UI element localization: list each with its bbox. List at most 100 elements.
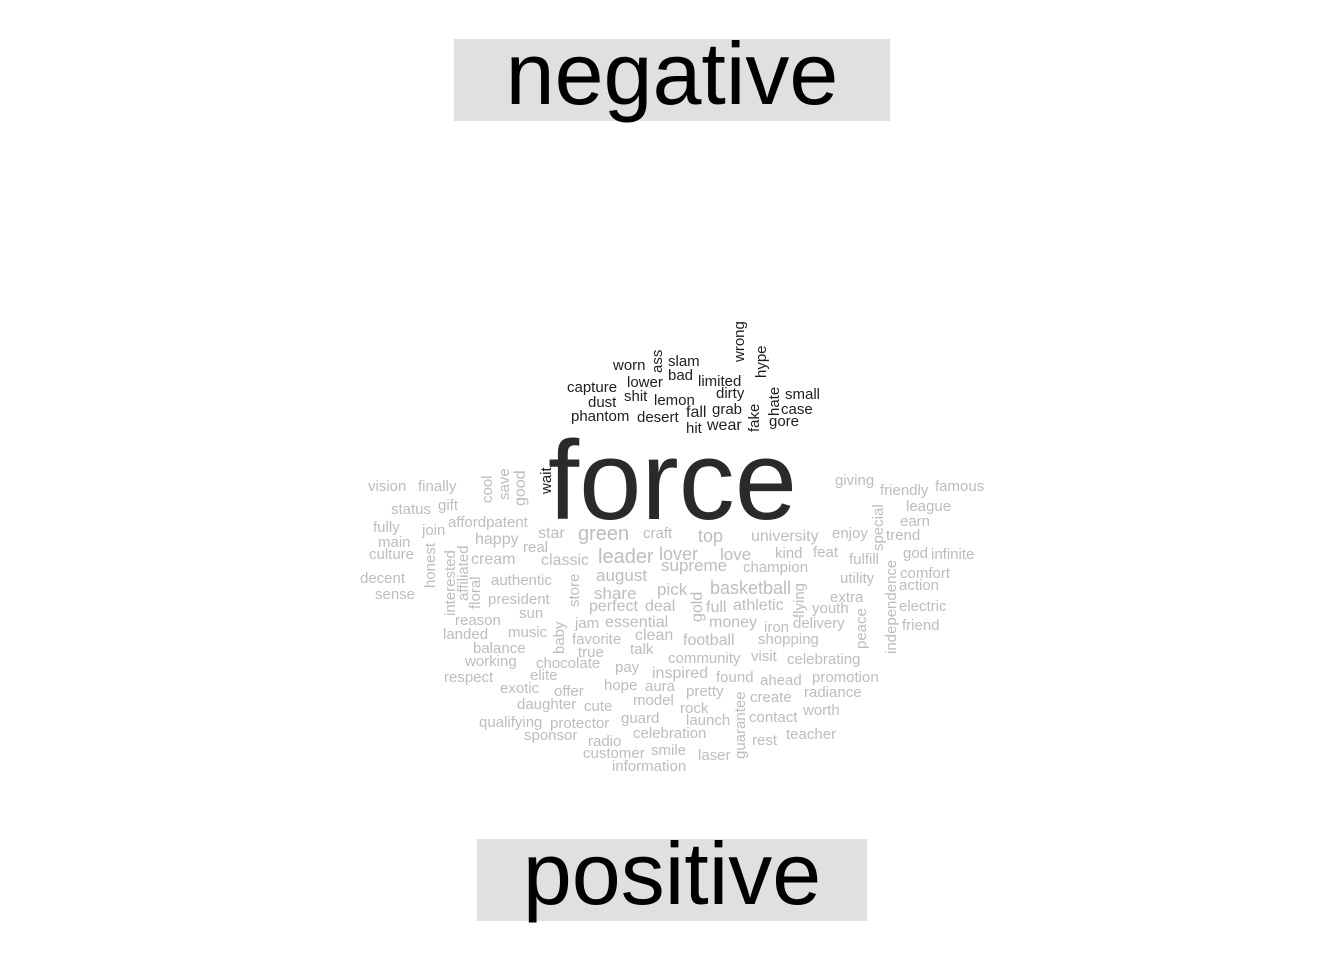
cloud-word-favorite: favorite bbox=[572, 631, 622, 648]
cloud-word-love: love bbox=[720, 545, 752, 564]
cloud-word-promotion: promotion bbox=[812, 669, 879, 686]
cloud-word-feat: feat bbox=[813, 544, 839, 561]
cloud-word-protector: protector bbox=[550, 715, 610, 732]
cloud-word-case: case bbox=[781, 401, 813, 418]
cloud-word-dust: dust bbox=[588, 394, 617, 411]
cloud-word-top: top bbox=[698, 526, 724, 546]
cloud-word-visit: visit bbox=[751, 648, 777, 665]
cloud-word-lower: lower bbox=[627, 374, 663, 391]
cloud-word-teacher: teacher bbox=[786, 726, 837, 743]
cloud-word-pick: pick bbox=[657, 580, 688, 599]
cloud-word-special: special bbox=[870, 504, 887, 551]
cloud-word-jam: jam bbox=[575, 615, 600, 632]
cloud-word-culture: culture bbox=[369, 546, 415, 563]
cloud-word-gift: gift bbox=[438, 497, 459, 514]
cloud-word-celebration: celebration bbox=[633, 725, 707, 742]
cloud-word-utility: utility bbox=[840, 570, 875, 587]
cloud-word-electric: electric bbox=[899, 598, 947, 615]
cloud-word-contact: contact bbox=[749, 709, 798, 726]
cloud-word-deal: deal bbox=[645, 598, 676, 615]
cloud-word-found: found bbox=[716, 669, 754, 686]
cloud-word-good: good bbox=[512, 470, 529, 506]
cloud-word-information: information bbox=[612, 758, 687, 775]
cloud-word-basketball: basketball bbox=[710, 578, 792, 598]
cloud-word-landed: landed bbox=[443, 626, 489, 643]
cloud-word-green: green bbox=[578, 523, 630, 545]
cloud-word-main: main bbox=[378, 534, 411, 551]
cloud-word-status: status bbox=[391, 501, 432, 518]
cloud-word-qualifying: qualifying bbox=[479, 714, 543, 731]
cloud-word-league: league bbox=[906, 498, 952, 515]
cloud-word-customer: customer bbox=[583, 745, 645, 762]
cloud-word-president: president bbox=[488, 591, 550, 608]
cloud-word-kind: kind bbox=[775, 545, 803, 562]
negative-group-label: negative bbox=[454, 30, 890, 121]
cloud-word-slam: slam bbox=[668, 353, 700, 370]
cloud-word-shit: shit bbox=[624, 388, 648, 405]
cloud-word-perfect: perfect bbox=[589, 598, 638, 615]
cloud-word-rock: rock bbox=[680, 700, 709, 717]
cloud-word-pay: pay bbox=[615, 659, 640, 676]
cloud-word-ahead: ahead bbox=[760, 672, 802, 689]
cloud-word-sun: sun bbox=[519, 605, 544, 622]
cloud-word-talk: talk bbox=[630, 641, 654, 658]
cloud-word-radio: radio bbox=[588, 733, 622, 750]
positive-group-label: positive bbox=[477, 830, 867, 921]
cloud-word-create: create bbox=[750, 689, 792, 706]
cloud-word-save: save bbox=[496, 468, 513, 500]
cloud-word-fake: fake bbox=[746, 403, 763, 432]
cloud-word-hype: hype bbox=[753, 345, 770, 378]
cloud-word-pretty: pretty bbox=[686, 683, 724, 700]
cloud-word-gore: gore bbox=[769, 413, 800, 430]
cloud-word-honest: honest bbox=[422, 542, 439, 588]
cloud-word-supreme: supreme bbox=[661, 556, 728, 575]
cloud-word-lemon: lemon bbox=[654, 392, 695, 409]
cloud-word-fully: fully bbox=[373, 519, 400, 536]
cloud-word-daughter: daughter bbox=[517, 696, 577, 713]
cloud-word-earn: earn bbox=[900, 513, 931, 530]
cloud-word-music: music bbox=[508, 624, 548, 641]
cloud-word-cool: cool bbox=[479, 475, 496, 503]
cloud-word-enjoy: enjoy bbox=[832, 525, 868, 542]
cloud-word-wear: wear bbox=[707, 417, 742, 434]
cloud-word-delivery: delivery bbox=[793, 615, 845, 632]
cloud-word-small: small bbox=[785, 386, 821, 403]
cloud-word-leader: leader bbox=[598, 546, 654, 568]
cloud-word-friendly: friendly bbox=[880, 482, 929, 499]
cloud-word-hit: hit bbox=[686, 420, 702, 437]
cloud-word-star: star bbox=[538, 525, 565, 542]
cloud-word-radiance: radiance bbox=[804, 684, 862, 701]
cloud-word-wrong: wrong bbox=[731, 321, 748, 362]
cloud-word-vision: vision bbox=[368, 478, 407, 495]
cloud-word-share: share bbox=[594, 584, 637, 603]
cloud-word-store: store bbox=[566, 573, 583, 607]
cloud-word-sponsor: sponsor bbox=[524, 727, 578, 744]
cloud-word-guard: guard bbox=[621, 710, 660, 727]
cloud-word-hate: hate bbox=[766, 386, 783, 416]
cloud-word-balance: balance bbox=[473, 640, 526, 657]
cloud-word-essential: essential bbox=[605, 614, 669, 631]
cloud-word-football: football bbox=[683, 632, 735, 649]
cloud-word-lover: lover bbox=[659, 544, 699, 564]
cloud-word-ass: ass bbox=[649, 349, 666, 373]
cloud-word-baby: baby bbox=[551, 621, 568, 654]
cloud-word-worn: worn bbox=[613, 357, 646, 374]
cloud-word-full: full bbox=[706, 599, 727, 616]
cloud-word-reason: reason bbox=[455, 612, 501, 629]
cloud-word-bad: bad bbox=[668, 367, 694, 384]
cloud-word-gold: gold bbox=[689, 591, 706, 622]
cloud-word-famous: famous bbox=[935, 478, 985, 495]
cloud-word-athletic: athletic bbox=[733, 597, 784, 614]
cloud-word-university: university bbox=[751, 528, 819, 545]
cloud-word-exotic: exotic bbox=[500, 680, 540, 697]
cloud-word-wait: wait bbox=[538, 467, 555, 494]
cloud-word-sense: sense bbox=[375, 586, 416, 603]
cloud-word-model: model bbox=[633, 692, 674, 709]
cloud-word-fulfill: fulfill bbox=[849, 551, 880, 568]
cloud-word-giving: giving bbox=[835, 472, 875, 489]
cloud-word-cream: cream bbox=[471, 551, 516, 568]
cloud-word-force: force bbox=[548, 418, 797, 543]
cloud-word-celebrating: celebrating bbox=[787, 651, 861, 668]
cloud-word-authentic: authentic bbox=[491, 572, 552, 589]
cloud-word-offer: offer bbox=[554, 683, 584, 700]
